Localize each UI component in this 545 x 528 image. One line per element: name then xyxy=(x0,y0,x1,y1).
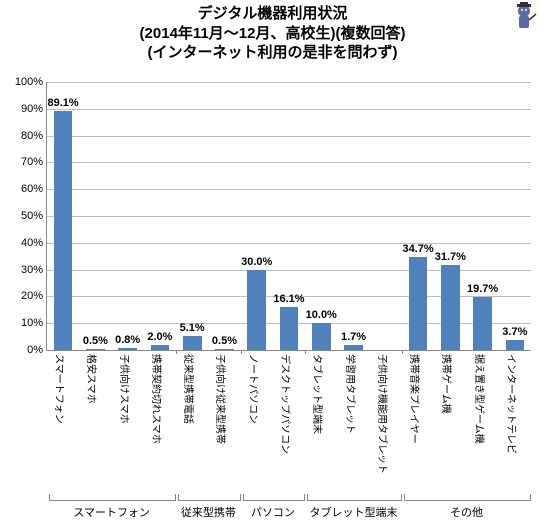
y-axis-label: 20% xyxy=(21,290,43,302)
grid-line xyxy=(47,109,531,110)
x-axis-label: 学習用タブレット xyxy=(344,354,359,434)
group-label: 従来型携帯 xyxy=(181,504,236,520)
group-bracket xyxy=(404,494,531,501)
bar-value-label: 0.5% xyxy=(83,335,108,347)
group-bracket xyxy=(307,494,402,501)
bar: 89.1% xyxy=(54,111,73,350)
group-label: パソコン xyxy=(251,504,295,520)
group-label: タブレット型端末 xyxy=(310,504,398,520)
bar: 19.7% xyxy=(473,297,492,350)
chart-container: デジタル機器利用状況(2014年11月～12月、高校生)(複数回答)(インターネ… xyxy=(0,0,545,528)
y-axis-label: 90% xyxy=(21,103,43,115)
group-divider xyxy=(241,350,242,354)
grid-line xyxy=(47,162,531,163)
bar: 30.0% xyxy=(247,270,266,350)
y-axis-label: 30% xyxy=(21,264,43,276)
y-axis-label: 50% xyxy=(21,210,43,222)
bar: 0.8% xyxy=(118,348,137,350)
y-axis-label: 60% xyxy=(21,183,43,195)
bar-value-label: 0.5% xyxy=(212,335,237,347)
bar-value-label: 5.1% xyxy=(180,322,205,334)
mascot-icon xyxy=(509,2,539,36)
group-bracket xyxy=(49,494,176,501)
bar-value-label: 30.0% xyxy=(241,256,272,268)
bar: 31.7% xyxy=(441,265,460,350)
x-axis-label: 携帯音楽プレイヤー xyxy=(408,354,423,444)
bar: 5.1% xyxy=(183,336,202,350)
plot-area: 0%10%20%30%40%50%60%70%80%90%100%89.1%スマ… xyxy=(46,82,531,351)
group-label: その他 xyxy=(450,504,483,520)
x-axis-label: 格安スマホ xyxy=(85,354,100,404)
x-axis-label: 据え置き型ゲーム機 xyxy=(473,354,488,444)
bar: 3.7% xyxy=(506,340,525,350)
grid-line xyxy=(47,82,531,83)
y-axis-label: 100% xyxy=(15,76,43,88)
grid-line xyxy=(47,243,531,244)
chart-title: デジタル機器利用状況(2014年11月～12月、高校生)(複数回答)(インターネ… xyxy=(0,4,545,63)
group-label: スマートフォン xyxy=(73,504,150,520)
y-axis-label: 80% xyxy=(21,130,43,142)
bar-value-label: 34.7% xyxy=(402,243,433,255)
bar: 0.5% xyxy=(215,349,234,350)
x-axis-label: 子供向けスマホ xyxy=(118,354,133,424)
y-axis-label: 40% xyxy=(21,237,43,249)
x-axis-label: タブレット型端末 xyxy=(311,354,326,434)
grid-line xyxy=(47,136,531,137)
group-divider xyxy=(176,350,177,354)
bar: 2.0% xyxy=(151,345,170,350)
group-bracket xyxy=(178,494,241,501)
bar-value-label: 16.1% xyxy=(273,293,304,305)
bar: 10.0% xyxy=(312,323,331,350)
group-divider xyxy=(305,350,306,354)
bar-value-label: 19.7% xyxy=(467,283,498,295)
x-axis-label: 携帯契約切れスマホ xyxy=(150,354,165,444)
bar-value-label: 3.7% xyxy=(502,326,527,338)
x-axis-label: デスクトップパソコン xyxy=(279,354,294,454)
grid-line xyxy=(47,189,531,190)
grid-line xyxy=(47,216,531,217)
group-bracket xyxy=(243,494,306,501)
bar: 0.5% xyxy=(86,349,105,350)
bar-value-label: 1.7% xyxy=(341,331,366,343)
x-axis-label: ノートパソコン xyxy=(247,354,262,424)
y-axis-label: 70% xyxy=(21,156,43,168)
x-axis-label: 従来型携帯電話 xyxy=(182,354,197,424)
bar-value-label: 2.0% xyxy=(147,331,172,343)
x-axis-label: 子供向け従来型携帯 xyxy=(214,354,229,444)
bar-value-label: 89.1% xyxy=(48,97,79,109)
bar-value-label: 10.0% xyxy=(306,309,337,321)
x-axis-label: インターネットテレビ xyxy=(505,354,520,454)
bar-value-label: 0.8% xyxy=(115,334,140,346)
x-axis-label: 子供向け機能用タブレット xyxy=(376,354,391,474)
x-axis-label: 携帯ゲーム機 xyxy=(440,354,455,414)
bar: 34.7% xyxy=(409,257,428,350)
bar: 16.1% xyxy=(280,307,299,350)
y-axis-label: 0% xyxy=(27,344,43,356)
bar: 1.7% xyxy=(344,345,363,350)
bar-value-label: 31.7% xyxy=(435,251,466,263)
y-axis-label: 10% xyxy=(21,317,43,329)
group-divider xyxy=(402,350,403,354)
x-axis-label: スマートフォン xyxy=(53,354,68,424)
